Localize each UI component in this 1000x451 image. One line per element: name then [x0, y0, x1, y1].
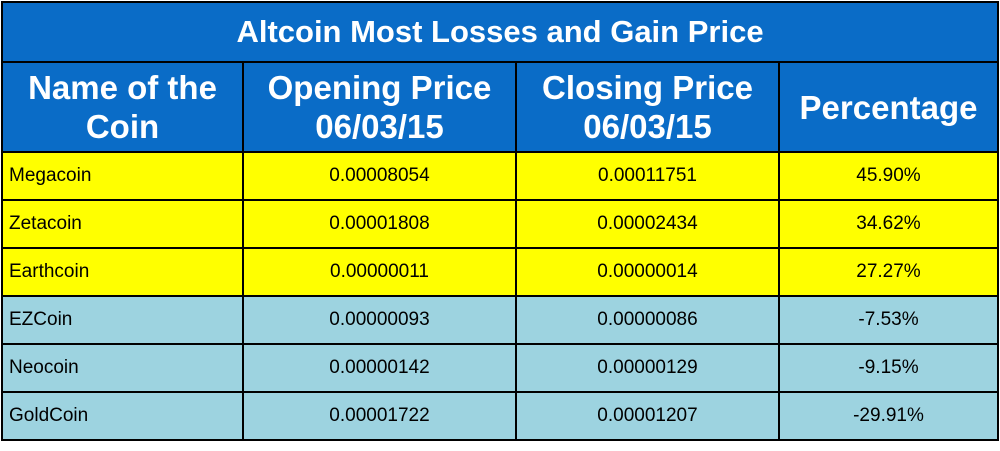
data-table: Altcoin Most Losses and Gain Price Name …	[1, 1, 999, 441]
cell: 0.00002434	[515, 199, 780, 249]
cell: 0.00011751	[515, 151, 780, 201]
header-cell: Name of the Coin	[1, 61, 244, 153]
header-cell: Closing Price 06/03/15	[515, 61, 780, 153]
table-row: Earthcoin 0.00000011 0.00000014 27.27%	[1, 247, 999, 297]
cell: 0.00000142	[242, 343, 517, 393]
cell: 0.00001722	[242, 391, 517, 441]
cell: -29.91%	[778, 391, 999, 441]
header-cell: Opening Price 06/03/15	[242, 61, 517, 153]
coin-name: EZCoin	[1, 295, 244, 345]
coin-name: Neocoin	[1, 343, 244, 393]
table-body: Megacoin 0.00008054 0.00011751 45.90% Zetaco…	[1, 151, 999, 441]
cell: -7.53%	[778, 295, 999, 345]
table-row: Megacoin 0.00008054 0.00011751 45.90%	[1, 151, 999, 201]
coin-name: Zetacoin	[1, 199, 244, 249]
coin-name: Earthcoin	[1, 247, 244, 297]
table-row: Neocoin 0.00000142 0.00000129 -9.15%	[1, 343, 999, 393]
cell: 0.00000014	[515, 247, 780, 297]
header-row: Name of the Coin Opening Price 06/03/15 Cl…	[1, 61, 999, 153]
cell: 0.00001808	[242, 199, 517, 249]
cell: 0.00000011	[242, 247, 517, 297]
table-row: EZCoin 0.00000093 0.00000086 -7.53%	[1, 295, 999, 345]
header-cell: Percentage	[778, 61, 999, 153]
cell: 0.00001207	[515, 391, 780, 441]
cell: 0.00000093	[242, 295, 517, 345]
table-title: Altcoin Most Losses and Gain Price	[1, 1, 999, 63]
table-row: Zetacoin 0.00001808 0.00002434 34.62%	[1, 199, 999, 249]
table-row: GoldCoin 0.00001722 0.00001207 -29.91%	[1, 391, 999, 441]
cell: 34.62%	[778, 199, 999, 249]
cell: 27.27%	[778, 247, 999, 297]
cell: 0.00000129	[515, 343, 780, 393]
cell: 0.00000086	[515, 295, 780, 345]
coin-name: Megacoin	[1, 151, 244, 201]
cell: 0.00008054	[242, 151, 517, 201]
cell: 45.90%	[778, 151, 999, 201]
cell: -9.15%	[778, 343, 999, 393]
coin-name: GoldCoin	[1, 391, 244, 441]
